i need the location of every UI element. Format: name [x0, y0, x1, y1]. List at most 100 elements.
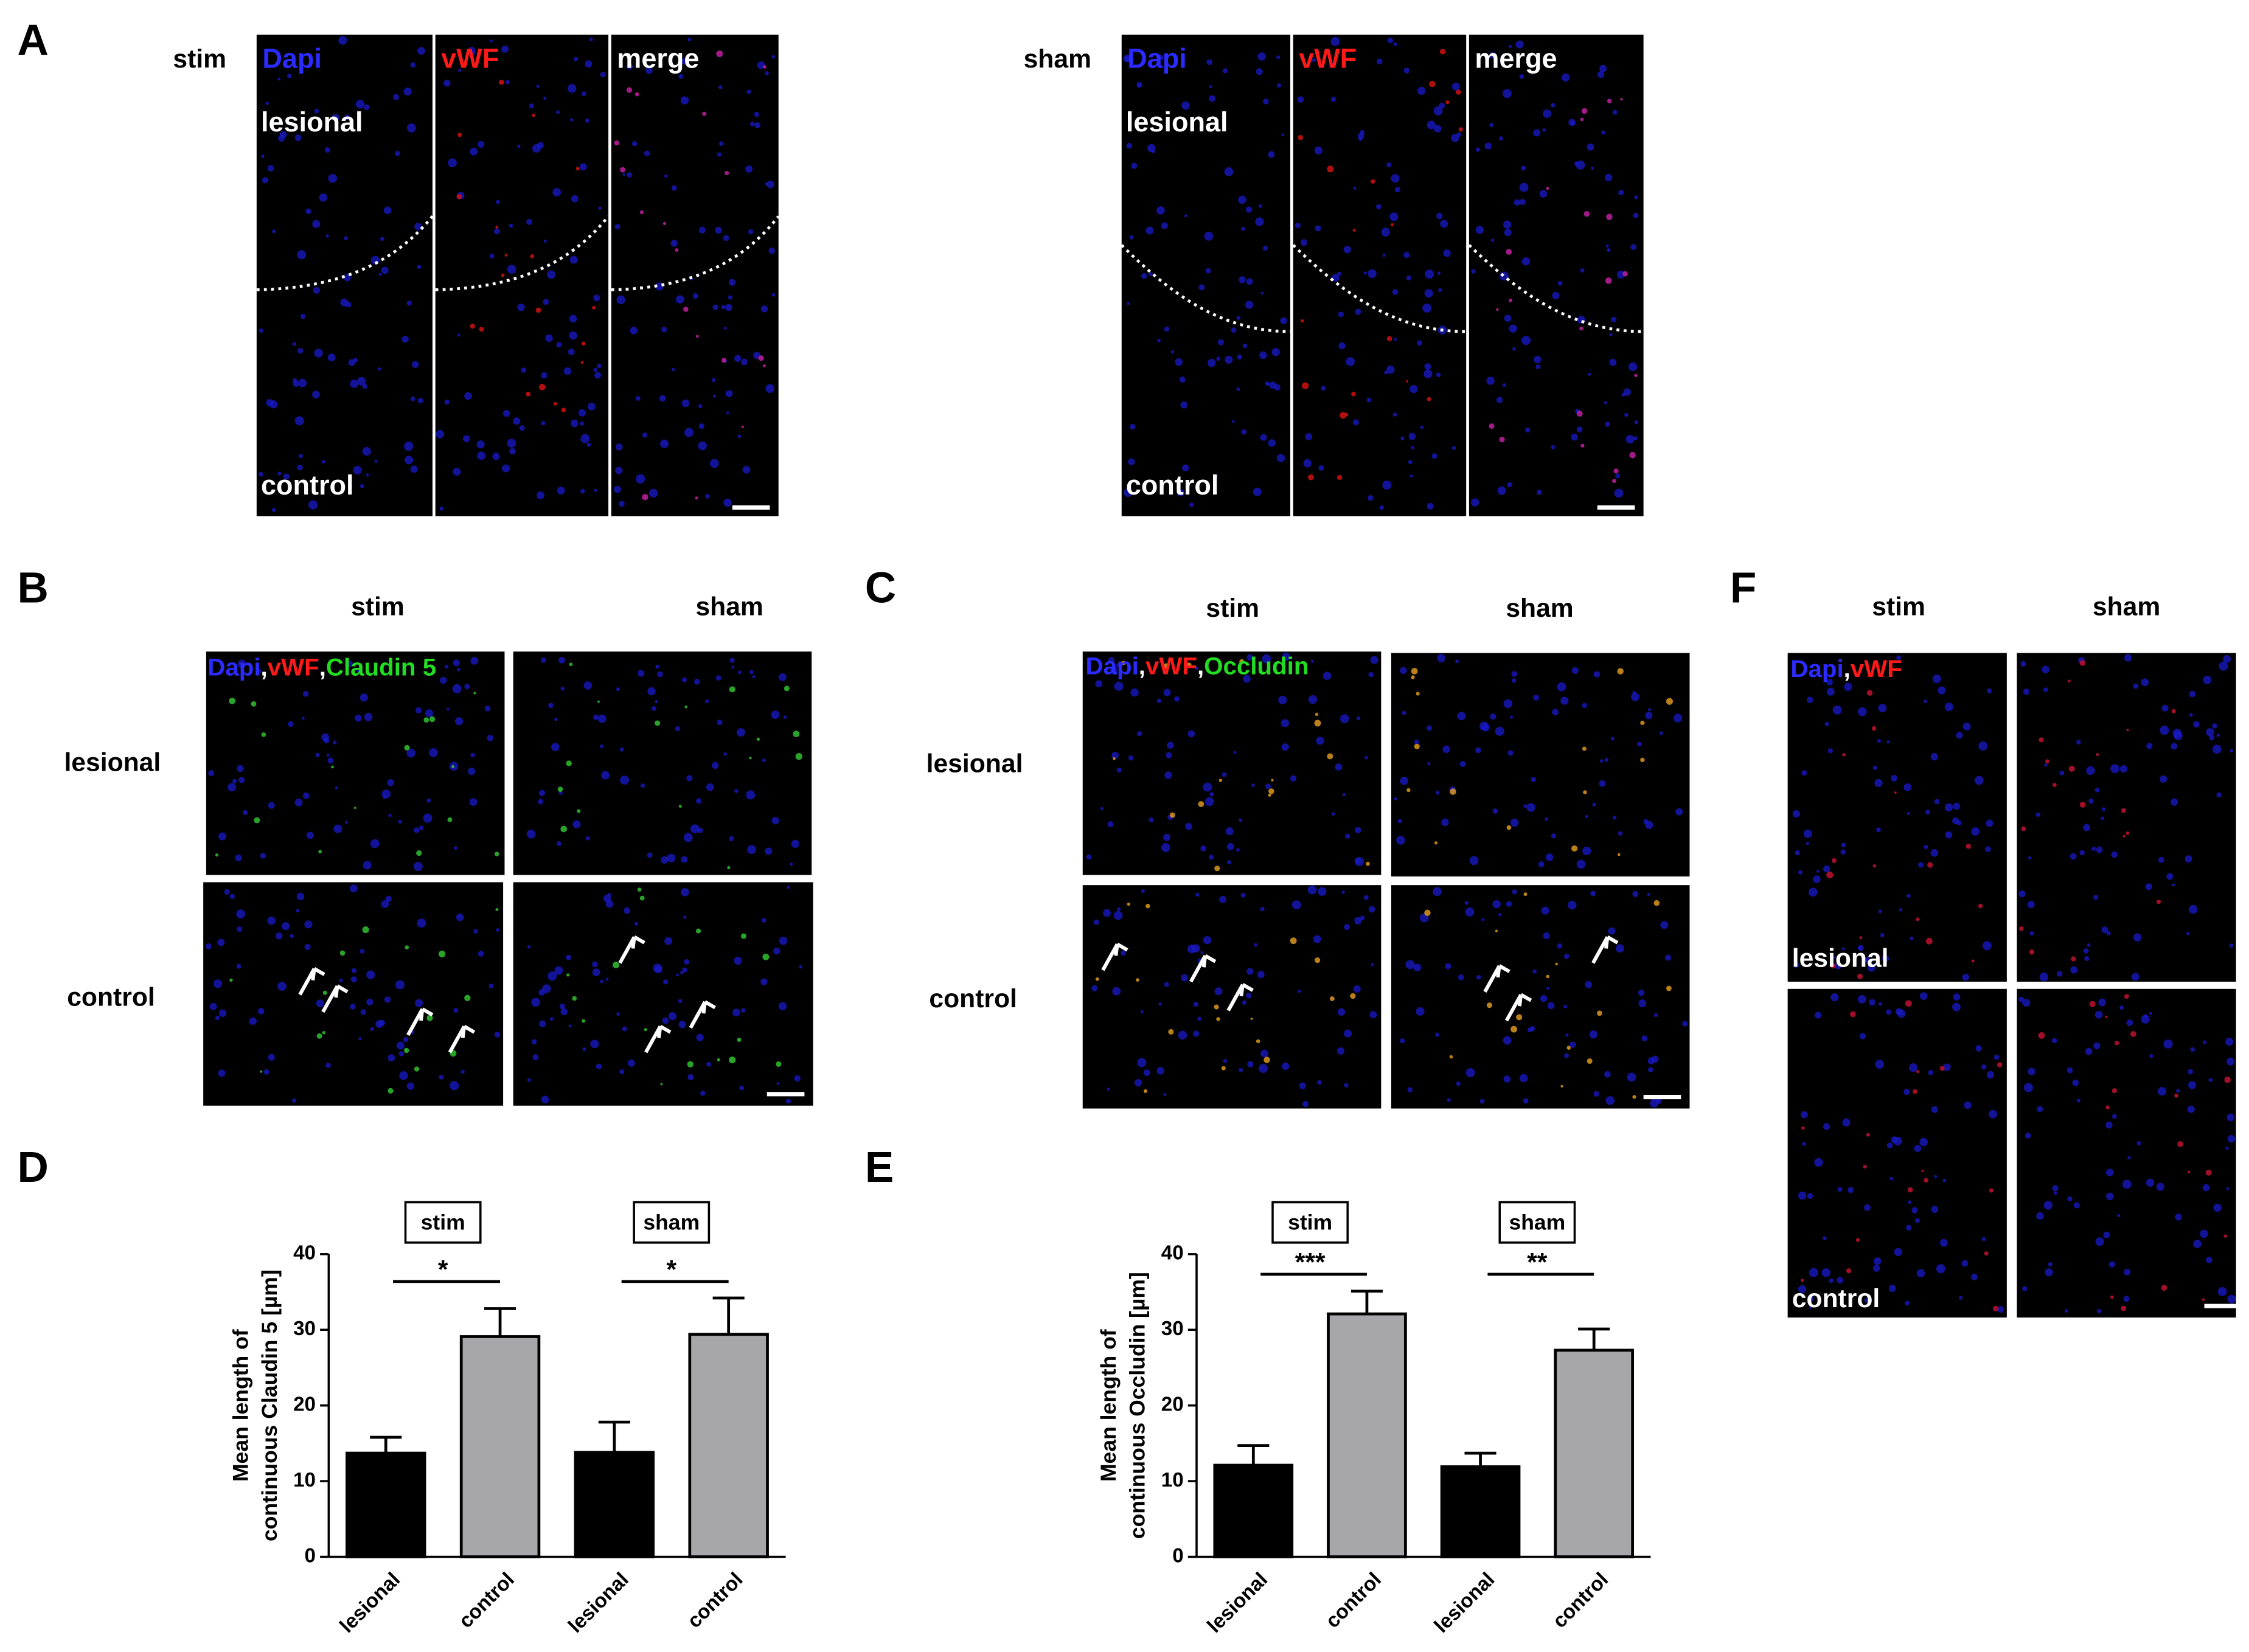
- nucleus: [1682, 1021, 1688, 1027]
- nucleus: [271, 507, 276, 512]
- nucleus: [1156, 1067, 1164, 1075]
- column-title: stim: [1872, 592, 1925, 621]
- nucleus: [351, 968, 356, 973]
- nucleus: [647, 687, 656, 696]
- nucleus: [1393, 42, 1397, 46]
- micrograph-bg: [1082, 885, 1382, 1109]
- nucleus: [282, 922, 290, 931]
- nucleus: [2133, 933, 2142, 942]
- nucleus: [1156, 698, 1161, 703]
- nucleus: [757, 61, 765, 69]
- nucleus: [257, 1008, 265, 1015]
- nucleus: [321, 460, 325, 464]
- nucleus: [698, 404, 703, 408]
- nucleus: [521, 367, 527, 373]
- nucleus: [2076, 1098, 2080, 1103]
- nucleus: [232, 779, 237, 784]
- nucleus: [1643, 819, 1649, 824]
- nucleus: [1391, 174, 1400, 183]
- nucleus: [1368, 672, 1374, 678]
- nucleus: [545, 334, 553, 342]
- y-tick-label: 0: [1172, 1544, 1183, 1567]
- nucleus: [1504, 229, 1512, 237]
- signal: [2126, 729, 2129, 732]
- group-title: stim: [173, 44, 226, 74]
- nucleus: [739, 1085, 745, 1091]
- signal: [526, 392, 531, 397]
- nucleus: [208, 770, 215, 777]
- signal: [451, 765, 455, 769]
- nucleus: [1576, 859, 1586, 869]
- nucleus: [1605, 244, 1609, 248]
- significance-label: ***: [1295, 1248, 1326, 1277]
- nucleus: [1343, 246, 1351, 254]
- nucleus: [1944, 703, 1953, 712]
- nucleus: [1521, 165, 1526, 171]
- nucleus: [1247, 1061, 1254, 1067]
- nucleus: [269, 400, 278, 409]
- nucleus: [1394, 338, 1397, 341]
- nucleus: [327, 757, 334, 764]
- signal: [316, 1033, 322, 1039]
- group-box: [1271, 1201, 1349, 1244]
- channel-label: merge: [1475, 43, 1557, 74]
- signal: [2130, 1031, 2136, 1037]
- nucleus: [548, 703, 554, 709]
- nucleus: [1185, 822, 1192, 830]
- nucleus: [1944, 803, 1953, 811]
- nucleus: [619, 747, 624, 752]
- micrograph: [2017, 988, 2236, 1318]
- nucleus: [2127, 1156, 2131, 1160]
- nucleus: [501, 45, 509, 53]
- signal: [741, 425, 744, 428]
- nucleus: [1360, 915, 1365, 921]
- panel-label: F: [1730, 564, 1756, 612]
- nucleus: [2095, 1237, 2104, 1246]
- signal: [416, 850, 422, 856]
- nucleus: [463, 435, 470, 442]
- nucleus: [2029, 931, 2034, 936]
- nucleus: [1808, 887, 1818, 897]
- nucleus: [1369, 1011, 1377, 1019]
- nucleus: [1166, 752, 1172, 758]
- nucleus: [364, 713, 373, 721]
- nucleus: [1195, 892, 1200, 897]
- signal: [499, 79, 504, 85]
- nucleus: [1256, 68, 1263, 75]
- nucleus: [1891, 1136, 1898, 1144]
- nucleus: [324, 147, 330, 153]
- nucleus: [1612, 816, 1617, 820]
- signal: [1997, 1062, 2003, 1067]
- nucleus: [1841, 842, 1846, 848]
- nucleus: [1209, 85, 1212, 88]
- nucleus: [457, 68, 462, 72]
- nucleus: [1086, 854, 1092, 860]
- nucleus: [1355, 308, 1361, 315]
- signal: [1581, 108, 1588, 114]
- nucleus: [552, 188, 561, 197]
- nucleus: [1647, 1057, 1655, 1065]
- signal: [532, 113, 535, 117]
- y-tick-label: 10: [1161, 1469, 1184, 1491]
- nucleus: [2157, 1087, 2167, 1096]
- nucleus: [717, 719, 723, 726]
- nucleus: [616, 1012, 620, 1016]
- nucleus: [2202, 1184, 2210, 1192]
- nucleus: [627, 63, 633, 70]
- nucleus: [1141, 889, 1145, 894]
- signal: [1576, 411, 1583, 417]
- nucleus: [1886, 1009, 1892, 1015]
- nucleus: [1952, 1002, 1961, 1012]
- nucleus: [1291, 900, 1301, 910]
- nucleus: [360, 1009, 367, 1015]
- arrow: [1504, 993, 1532, 1022]
- nucleus: [1316, 737, 1324, 745]
- x-tick-label: lesional: [336, 1568, 405, 1637]
- nucleus: [294, 798, 303, 807]
- arrow: [321, 984, 349, 1013]
- nucleus: [287, 73, 292, 78]
- nucleus: [615, 467, 623, 474]
- nucleus: [1891, 775, 1897, 782]
- nucleus: [492, 453, 500, 460]
- nucleus: [1471, 269, 1476, 274]
